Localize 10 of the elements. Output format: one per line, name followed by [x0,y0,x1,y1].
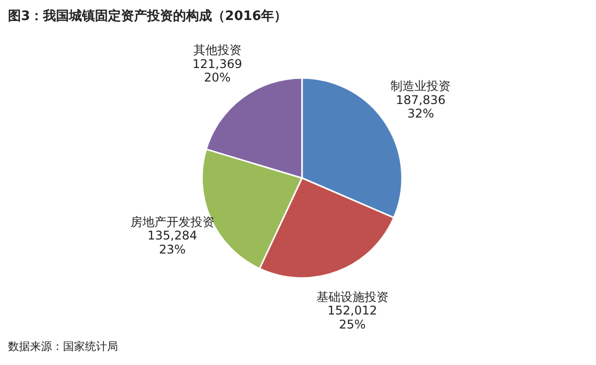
slice-label: 制造业投资 [390,79,451,93]
source-note: 数据来源：国家统计局 [8,340,118,353]
data-label: 121,369 20% [192,56,242,85]
slice-label: 其他投资 [193,43,242,58]
data-label: 152,012 25% [328,304,378,332]
data-label: 187,836 32% [396,92,446,121]
slice-label: 房地产开发投资 [130,214,214,229]
slice-label: 基础设施投资 [316,290,388,304]
data-label: 135,284 23% [148,228,198,257]
chart-title: 图3：我国城镇固定资产投资的构成（2016年） [8,8,288,24]
